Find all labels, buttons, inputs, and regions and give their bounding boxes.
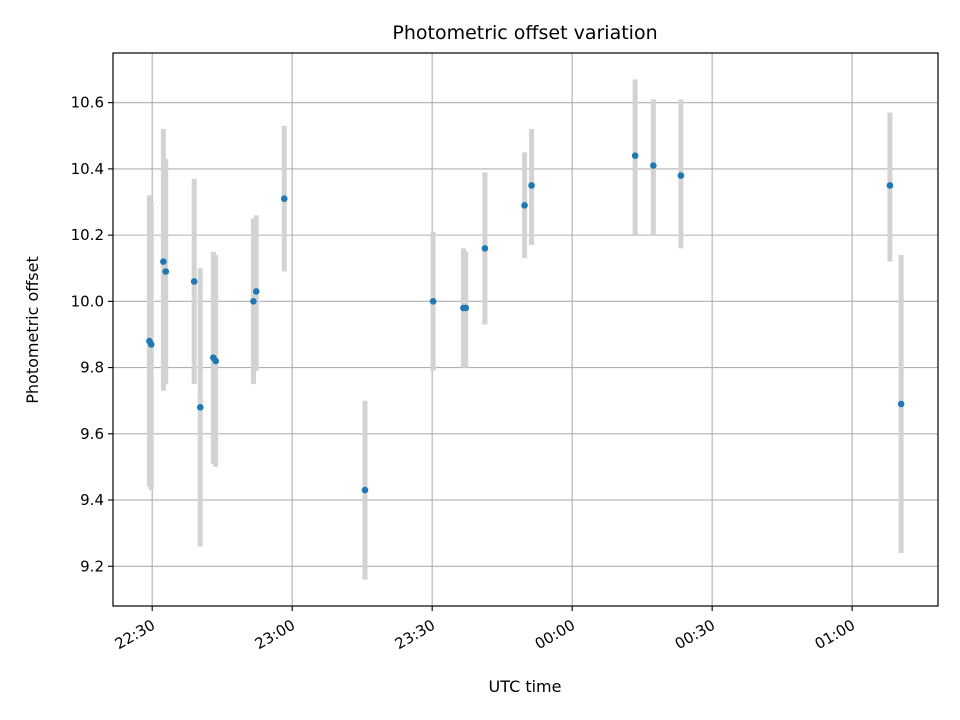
data-point xyxy=(147,341,155,348)
data-point xyxy=(677,172,685,179)
data-point xyxy=(481,245,489,252)
y-axis-title: Photometric offset xyxy=(23,256,42,404)
data-point xyxy=(361,486,369,494)
data-point xyxy=(160,258,167,265)
y-tick-label: 9.2 xyxy=(80,557,104,575)
y-tick-label: 10.6 xyxy=(71,94,104,112)
data-point xyxy=(462,304,470,312)
data-point xyxy=(886,182,894,189)
y-axis-ticks: 9.2 9.4 9.6 9.8 10.0 10.2 10.4 10.6 xyxy=(71,94,113,575)
data-point xyxy=(252,288,260,295)
data-point xyxy=(631,152,639,159)
y-tick-label: 9.4 xyxy=(80,491,104,509)
data-point xyxy=(190,278,198,285)
y-tick-label: 10.0 xyxy=(71,292,104,310)
data-point xyxy=(280,195,288,203)
y-tick-label: 9.6 xyxy=(80,425,104,443)
data-point xyxy=(897,400,905,408)
data-point xyxy=(521,202,528,209)
y-tick-label: 9.8 xyxy=(80,359,104,377)
data-point xyxy=(650,162,657,169)
data-point xyxy=(528,182,535,189)
data-point xyxy=(196,404,204,411)
chart-title: Photometric offset variation xyxy=(392,22,657,44)
x-axis-title: UTC time xyxy=(489,677,562,696)
data-point xyxy=(212,357,219,365)
data-point xyxy=(162,268,170,275)
y-tick-label: 10.2 xyxy=(71,226,104,244)
data-points xyxy=(146,152,905,494)
data-point xyxy=(250,298,257,305)
data-point xyxy=(429,298,437,305)
y-tick-label: 10.4 xyxy=(71,160,104,178)
plot-area-frame xyxy=(112,52,939,607)
